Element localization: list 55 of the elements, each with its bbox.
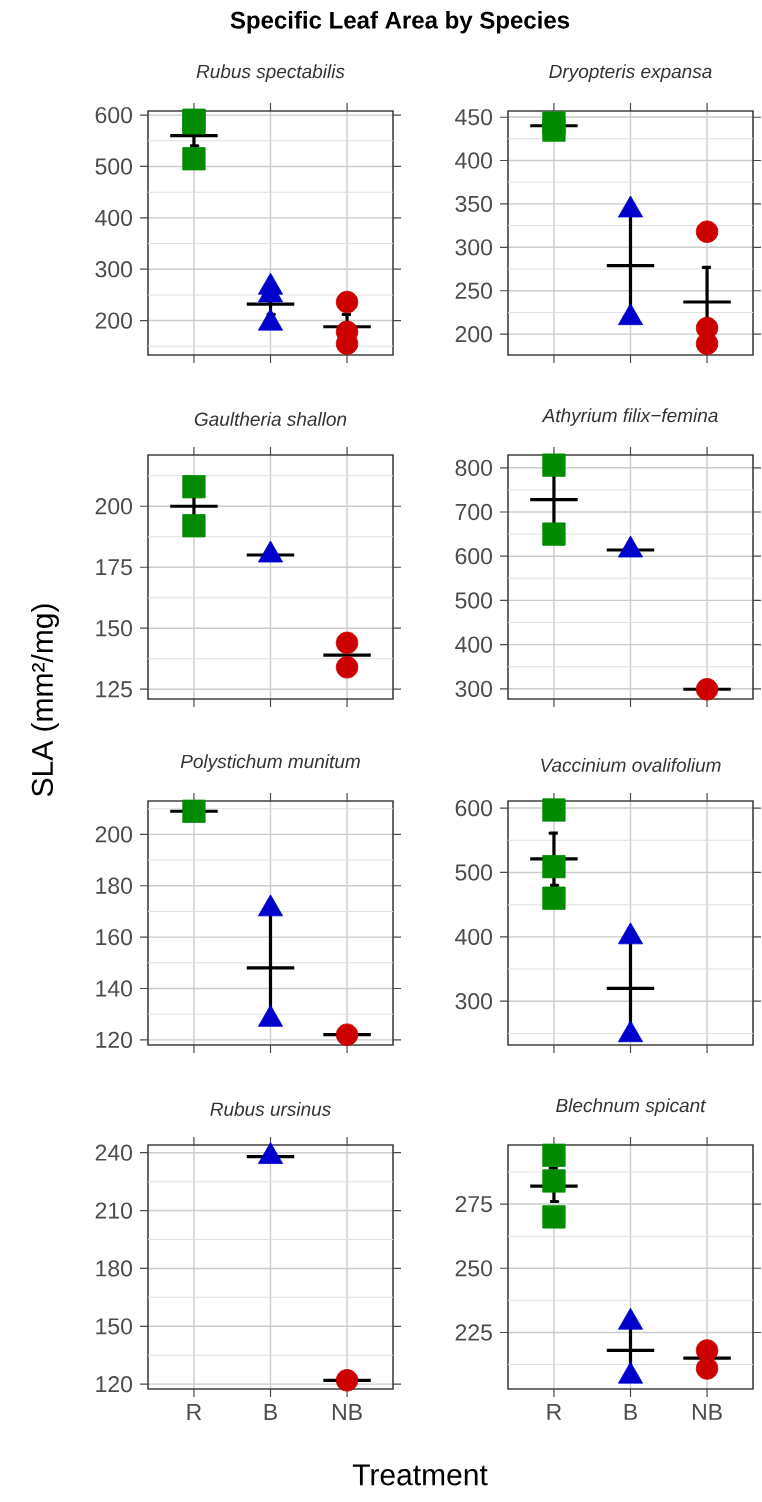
x-tick-label: R [187,1404,202,1420]
y-tick-label: 500 [455,864,493,881]
y-tick-label: 140 [96,980,133,997]
y-tick-label: 350 [455,195,493,213]
y-tick-label: 175 [96,559,132,576]
y-tick-label: 150 [96,620,133,637]
y-tick-label: 180 [96,877,133,894]
y-axis-title: SLA (mm²/mg) [31,604,59,797]
y-tick-label: 400 [455,928,493,945]
y-tick-label: 250 [455,282,493,299]
y-tick-label: 400 [95,209,133,226]
y-tick-label: 700 [455,503,493,521]
y-tick-label: 180 [96,1260,133,1277]
y-tick-label: 125 [96,681,132,698]
y-tick-label: 120 [96,1376,133,1393]
y-tick-label: 600 [95,106,133,124]
x-tick-label: B [624,1404,637,1420]
chart-title: Gaultheria shallon [194,411,347,426]
chart-title: Vaccinium ovalifolium [541,757,721,772]
y-tick-label: 150 [96,1318,133,1335]
y-tick-label: 200 [95,312,133,329]
chart-title: Blechnum spicant [556,1098,707,1116]
chart-title: Rubus spectabilis [196,64,345,82]
y-tick-label: 160 [96,928,133,946]
y-tick-label: 300 [455,993,493,1010]
y-tick-label: 400 [455,636,493,653]
y-tick-label: 450 [455,108,493,126]
x-axis-title: Treatment [352,1464,488,1486]
y-tick-label: 200 [95,498,133,515]
y-tick-label: 200 [455,326,493,343]
chart-title: Dryopteris expansa [549,64,712,82]
chart-title: Rubus ursinus [210,1101,331,1116]
y-tick-label: 300 [455,239,493,256]
y-tick-label: 800 [455,459,493,476]
chart-title: Athyrium filix−femina [541,408,718,426]
y-tick-label: 300 [95,261,133,278]
y-tick-label: 275 [455,1195,492,1213]
y-tick-label: 120 [96,1031,133,1048]
y-tick-label: 210 [95,1202,133,1219]
x-tick-label: NB [332,1404,362,1420]
y-tick-label: 300 [455,680,493,697]
chart-title: Polystichum munitum [180,754,360,772]
y-tick-label: 225 [455,1324,492,1341]
x-tick-label: R [547,1404,562,1420]
y-tick-label: 240 [95,1144,133,1161]
y-tick-label: 600 [455,548,493,565]
y-tick-label: 500 [95,158,133,175]
y-tick-label: 600 [455,799,493,817]
y-tick-label: 200 [95,826,133,843]
y-tick-label: 250 [455,1260,493,1277]
y-tick-label: 400 [455,152,493,169]
y-tick-label: 500 [455,592,493,609]
text: Specific Leaf Area by Species [230,11,570,34]
x-tick-label: B [264,1404,277,1420]
x-tick-label: NB [692,1404,722,1420]
